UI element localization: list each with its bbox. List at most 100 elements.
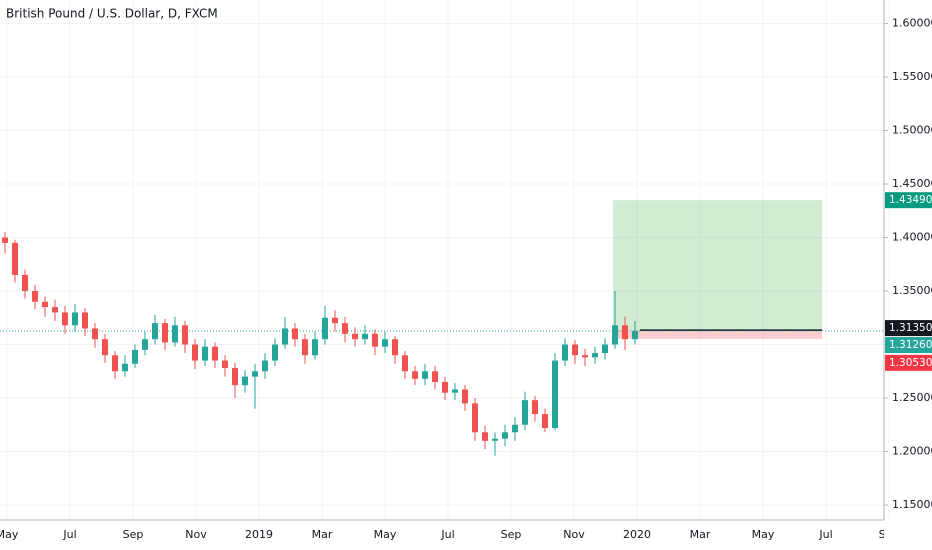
y-tick-label: 1.15000 (892, 498, 932, 511)
x-tick-label: Jul (440, 528, 454, 541)
x-tick-label: Sep (879, 528, 900, 541)
last-price-label: 1.31260 (889, 339, 932, 351)
candle-body (232, 368, 238, 386)
candle-body (12, 242, 18, 275)
y-tick-label: 1.40000 (892, 231, 932, 244)
x-tick-label: Nov (185, 528, 207, 541)
candle-body (272, 344, 278, 361)
candle-body (592, 353, 598, 358)
x-tick-label: Sep (123, 528, 144, 541)
loss-zone (613, 330, 822, 339)
y-tick-label: 1.20000 (892, 445, 932, 458)
candle-body (22, 274, 28, 292)
candle-body (422, 371, 428, 379)
candle-body (132, 349, 138, 364)
candle-body (572, 344, 578, 356)
candle-body (102, 339, 108, 356)
candle-body (42, 301, 48, 308)
candle-body (152, 323, 158, 340)
candle-body (172, 325, 178, 343)
stop-label: 1.30530 (889, 357, 932, 369)
candle-body (342, 323, 348, 334)
candle-body (372, 333, 378, 347)
candle-body (562, 344, 568, 361)
candle-body (62, 312, 68, 326)
candle-body (582, 355, 588, 358)
x-tick-label: Mar (312, 528, 333, 541)
candle-body (82, 312, 88, 329)
candle-body (392, 339, 398, 356)
candle-body (602, 344, 608, 354)
candle-body (182, 325, 188, 345)
x-tick-label: Sep (501, 528, 522, 541)
candle-body (542, 414, 548, 428)
candle-body (632, 331, 638, 340)
x-tick-label: Mar (690, 528, 711, 541)
candle-body (92, 328, 98, 340)
candle-body (302, 339, 308, 356)
candle-body (472, 403, 478, 433)
y-tick-label: 1.35000 (892, 284, 932, 297)
candle-body (452, 389, 458, 393)
candle-body (212, 346, 218, 361)
candle-body (622, 325, 628, 340)
profit-zone (613, 200, 822, 331)
x-tick-label: May (0, 528, 19, 541)
candle-body (222, 360, 228, 369)
candle-body (312, 339, 318, 356)
candle-body (462, 389, 468, 404)
candle-body (522, 400, 528, 425)
candle-body (2, 237, 8, 243)
y-tick-label: 1.50000 (892, 124, 932, 137)
candle-body (282, 328, 288, 345)
stop-label-bg (885, 354, 932, 371)
candle-body (362, 333, 368, 340)
candle-body (162, 323, 168, 343)
candle-body (112, 355, 118, 372)
candle-body (262, 360, 268, 372)
x-tick-label: Nov (563, 528, 585, 541)
candle-body (122, 363, 128, 372)
candle-body (32, 291, 38, 302)
candle-body (322, 317, 328, 340)
x-tick-label: Jul (818, 528, 832, 541)
y-tick-label: 1.25000 (892, 391, 932, 404)
candle-body (442, 381, 448, 393)
x-tick-label: 2020 (623, 528, 651, 541)
last-price-label-bg (885, 337, 932, 354)
candle-body (202, 346, 208, 361)
candle-body (192, 344, 198, 361)
candle-body (292, 328, 298, 340)
candle-body (492, 438, 498, 441)
entry-label-bg (885, 320, 932, 337)
chart-title: British Pound / U.S. Dollar, D, FXCM (6, 7, 218, 21)
candle-body (52, 307, 58, 313)
entry-label: 1.31350 (889, 322, 932, 334)
candle-body (252, 371, 258, 377)
y-tick-label: 1.55000 (892, 70, 932, 83)
x-tick-label: May (374, 528, 397, 541)
candle-body (432, 371, 438, 382)
candle-body (532, 400, 538, 415)
target-label: 1.43490 (889, 194, 932, 206)
y-tick-label: 1.60000 (892, 17, 932, 30)
candle-body (382, 339, 388, 347)
candle-body (412, 371, 418, 379)
target-label-bg (885, 192, 932, 209)
x-tick-label: May (752, 528, 775, 541)
candle-body (242, 376, 248, 386)
candle-body (352, 333, 358, 340)
candle-body (482, 432, 488, 441)
candle-body (502, 432, 508, 439)
candle-body (142, 339, 148, 350)
candle-body (72, 312, 78, 326)
candle-body (332, 317, 338, 324)
y-tick-label: 1.45000 (892, 177, 932, 190)
candle-body (612, 325, 618, 345)
candle-body (512, 424, 518, 433)
candle-body (402, 355, 408, 372)
candle-body (552, 360, 558, 428)
x-tick-label: 2019 (245, 528, 273, 541)
x-tick-label: Jul (62, 528, 76, 541)
